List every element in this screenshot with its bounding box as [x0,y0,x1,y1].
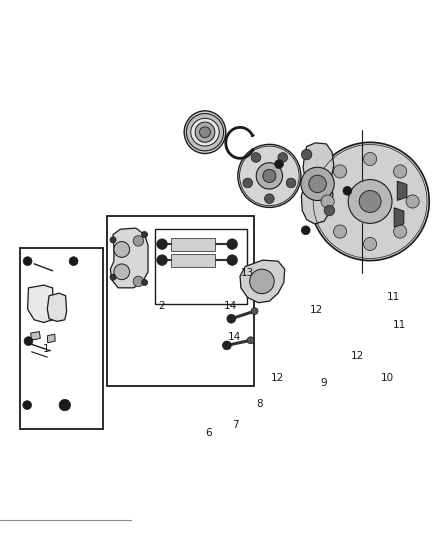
Polygon shape [394,208,404,227]
Circle shape [227,314,236,323]
Circle shape [69,257,78,265]
Circle shape [141,279,148,286]
Circle shape [227,255,237,265]
Text: 5: 5 [191,240,198,250]
Circle shape [243,178,253,188]
Ellipse shape [195,122,215,142]
Polygon shape [28,285,53,322]
Text: 11: 11 [387,293,400,302]
Circle shape [133,276,144,287]
Bar [171,254,215,266]
Circle shape [24,337,33,345]
Circle shape [348,180,392,223]
Text: 9: 9 [321,378,328,387]
Polygon shape [47,293,67,321]
Circle shape [23,401,32,409]
Text: 12: 12 [271,374,284,383]
Circle shape [364,152,377,166]
Circle shape [133,236,144,246]
Circle shape [223,341,231,350]
Circle shape [333,165,346,178]
Polygon shape [47,334,55,343]
Text: 14: 14 [228,332,241,342]
Circle shape [157,255,167,265]
Circle shape [343,187,352,195]
Circle shape [23,257,32,265]
Circle shape [265,194,274,204]
Circle shape [394,165,407,178]
Circle shape [110,274,116,280]
Text: 10: 10 [381,374,394,383]
Ellipse shape [200,127,210,138]
Circle shape [110,237,116,243]
Circle shape [238,144,301,207]
Text: 6: 6 [205,428,212,438]
Circle shape [359,190,381,213]
Bar [107,216,254,386]
Circle shape [250,269,274,294]
Polygon shape [110,228,148,288]
Polygon shape [240,260,285,303]
Circle shape [157,239,167,249]
Ellipse shape [187,114,224,151]
Text: 14: 14 [223,302,237,311]
Bar [171,238,215,251]
Text: 12: 12 [350,351,364,361]
Bar [20,248,103,429]
Circle shape [301,226,310,235]
Polygon shape [31,332,40,340]
Text: 12: 12 [310,305,323,315]
Circle shape [301,167,334,200]
Circle shape [114,264,130,280]
Circle shape [275,160,283,168]
Bar [155,229,247,304]
Text: 4: 4 [114,243,121,253]
Circle shape [251,308,258,314]
Circle shape [394,225,407,238]
Circle shape [309,175,326,192]
Text: 2: 2 [159,302,166,311]
Text: 8: 8 [256,399,263,409]
Text: 3: 3 [119,270,126,279]
Ellipse shape [355,185,369,217]
Circle shape [114,241,130,257]
Text: 1: 1 [42,344,49,354]
Circle shape [406,195,419,208]
Circle shape [333,225,346,238]
Circle shape [311,142,429,261]
Ellipse shape [184,111,226,154]
Circle shape [286,178,296,188]
Polygon shape [397,181,407,200]
Circle shape [278,152,288,162]
Text: 11: 11 [393,320,406,330]
Circle shape [247,337,254,344]
Ellipse shape [191,118,219,146]
Polygon shape [301,143,334,224]
Text: 7: 7 [232,421,239,430]
Text: 13: 13 [241,268,254,278]
Circle shape [251,152,261,162]
Circle shape [263,169,276,182]
Circle shape [59,399,71,411]
Circle shape [324,205,335,216]
Circle shape [256,163,283,189]
Circle shape [321,195,334,208]
Circle shape [227,239,237,249]
Circle shape [364,237,377,251]
Circle shape [301,149,312,160]
Circle shape [141,231,148,238]
